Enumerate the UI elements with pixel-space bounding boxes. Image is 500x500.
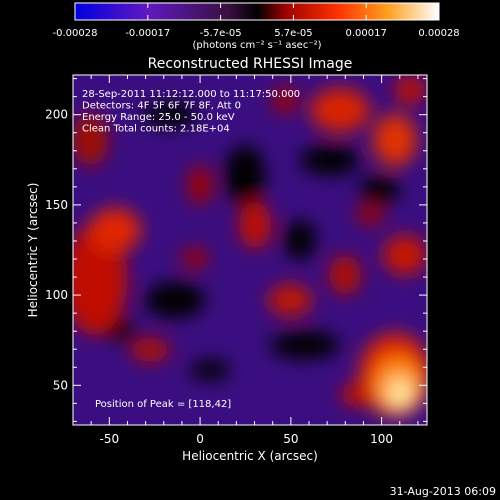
y-tick-label: 150: [45, 198, 68, 212]
colorbar-tick-label: -0.00028: [53, 28, 98, 39]
info-line: Clean Total counts: 2.18E+04: [82, 124, 230, 135]
colorbar: -0.00028 -0.00017 -5.7e-05 5.7e-05 0.00017 0.…: [53, 2, 460, 51]
colorbar-ticks: -0.00028 -0.00017 -5.7e-05 5.7e-05 0.00017 0.…: [53, 3, 460, 39]
info-line: Energy Range: 25.0 - 50.0 keV: [82, 112, 235, 123]
x-tick-label: 100: [370, 432, 393, 446]
y-tick-label: 200: [45, 108, 68, 122]
peak-position-label: Position of Peak = [118,42]: [95, 399, 231, 410]
y-tick-label: 100: [45, 288, 68, 302]
info-line: Detectors: 4F 5F 6F 7F 8F, Att 0: [82, 101, 241, 112]
colorbar-unit-label: (photons cm⁻² s⁻¹ asec⁻²): [192, 40, 321, 51]
y-tick-label: 50: [53, 378, 68, 392]
axis-ticks: -50 0 50 100 50 100 150 200: [45, 75, 427, 446]
plot-frame: [72, 74, 428, 426]
x-tick-label: -50: [100, 432, 120, 446]
x-tick-label: 0: [196, 432, 204, 446]
footer-timestamp: 31-Aug-2013 06:09: [390, 485, 496, 498]
colorbar-tick-label: 0.00017: [346, 28, 387, 39]
y-axis-label: Heliocentric Y (arcsec): [26, 183, 40, 318]
info-line: 28-Sep-2011 11:12:12.000 to 11:17:50.000: [82, 89, 300, 100]
colorbar-tick-label: -5.7e-05: [200, 28, 242, 39]
colorbar-tick-label: 0.00028: [418, 28, 459, 39]
colorbar-tick-label: -0.00017: [125, 28, 170, 39]
observation-info: 28-Sep-2011 11:12:12.000 to 11:17:50.000…: [82, 89, 300, 135]
image-title: Reconstructed RHESSI Image: [148, 56, 353, 72]
colorbar-gradient: [74, 2, 440, 21]
colorbar-tick-label: 5.7e-05: [274, 28, 312, 39]
x-tick-label: 50: [283, 432, 298, 446]
x-axis-label: Heliocentric X (arcsec): [182, 449, 318, 463]
rhessi-image: [73, 75, 427, 425]
